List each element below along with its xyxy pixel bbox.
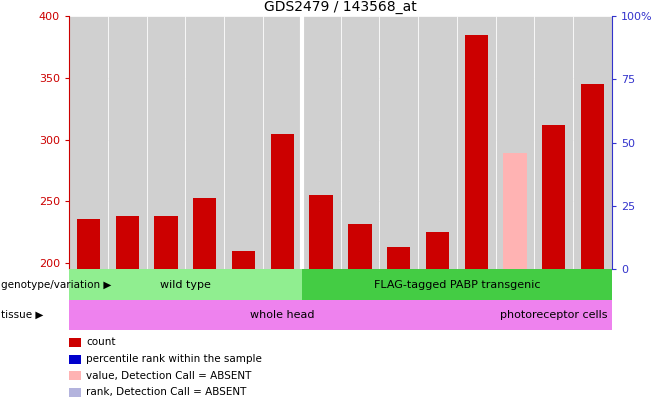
Bar: [426, 232, 449, 269]
Text: GSM30903: GSM30903: [588, 273, 597, 323]
Bar: [503, 153, 526, 269]
Text: GSM30901: GSM30901: [511, 273, 520, 323]
Bar: [302, 269, 612, 300]
Bar: [155, 216, 178, 269]
Text: GSM30825: GSM30825: [123, 273, 132, 323]
Bar: [495, 16, 534, 269]
Text: GSM30830: GSM30830: [278, 273, 287, 323]
Bar: [232, 251, 255, 269]
Text: GSM30900: GSM30900: [472, 273, 481, 323]
Text: tissue ▶: tissue ▶: [1, 310, 43, 320]
Text: GSM30824: GSM30824: [84, 273, 93, 322]
Text: GSM30825: GSM30825: [123, 273, 132, 323]
Bar: [69, 300, 495, 330]
Text: GSM30833: GSM30833: [355, 273, 365, 323]
Text: GSM30900: GSM30900: [472, 273, 481, 323]
Text: percentile rank within the sample: percentile rank within the sample: [86, 354, 262, 364]
Bar: [186, 16, 224, 269]
Bar: [542, 125, 565, 269]
Text: GSM30833: GSM30833: [355, 273, 365, 323]
Bar: [581, 84, 604, 269]
Text: GSM30902: GSM30902: [549, 273, 558, 323]
Text: GSM30828: GSM30828: [239, 273, 248, 323]
Text: wild type: wild type: [160, 279, 211, 290]
Bar: [77, 219, 100, 269]
Text: GSM30834: GSM30834: [394, 273, 403, 323]
Text: GSM30830: GSM30830: [278, 273, 287, 323]
Bar: [379, 16, 418, 269]
Bar: [116, 216, 139, 269]
Text: GSM30826: GSM30826: [161, 273, 170, 323]
Text: GSM30902: GSM30902: [549, 273, 558, 323]
Text: GSM30903: GSM30903: [588, 273, 597, 323]
Bar: [387, 247, 411, 269]
Bar: [340, 16, 379, 269]
Text: rank, Detection Call = ABSENT: rank, Detection Call = ABSENT: [86, 388, 247, 397]
Bar: [418, 16, 457, 269]
Bar: [69, 16, 108, 269]
Text: GSM30824: GSM30824: [84, 273, 93, 322]
Text: GSM30826: GSM30826: [161, 273, 170, 323]
Bar: [147, 16, 186, 269]
Text: count: count: [86, 337, 116, 347]
Bar: [465, 35, 488, 269]
Text: GSM30832: GSM30832: [316, 273, 326, 323]
Text: value, Detection Call = ABSENT: value, Detection Call = ABSENT: [86, 371, 251, 381]
Text: GSM30835: GSM30835: [433, 273, 442, 323]
Bar: [193, 198, 216, 269]
Text: genotype/variation ▶: genotype/variation ▶: [1, 279, 112, 290]
Bar: [270, 134, 294, 269]
Text: photoreceptor cells: photoreceptor cells: [500, 310, 607, 320]
Bar: [348, 224, 372, 269]
Text: GSM30832: GSM30832: [316, 273, 326, 323]
Text: GSM30834: GSM30834: [394, 273, 403, 323]
Bar: [495, 300, 612, 330]
Bar: [108, 16, 147, 269]
Bar: [534, 16, 573, 269]
Text: GSM30901: GSM30901: [511, 273, 520, 323]
Text: GSM30835: GSM30835: [433, 273, 442, 323]
Text: GSM30828: GSM30828: [239, 273, 248, 323]
Bar: [573, 16, 612, 269]
Title: GDS2479 / 143568_at: GDS2479 / 143568_at: [264, 0, 417, 14]
Text: GSM30827: GSM30827: [200, 273, 209, 323]
Text: whole head: whole head: [250, 310, 315, 320]
Text: FLAG-tagged PABP transgenic: FLAG-tagged PABP transgenic: [374, 279, 540, 290]
Text: GSM30827: GSM30827: [200, 273, 209, 323]
Bar: [224, 16, 263, 269]
Bar: [69, 269, 302, 300]
Bar: [263, 16, 302, 269]
Bar: [309, 195, 333, 269]
Bar: [457, 16, 495, 269]
Bar: [302, 16, 340, 269]
